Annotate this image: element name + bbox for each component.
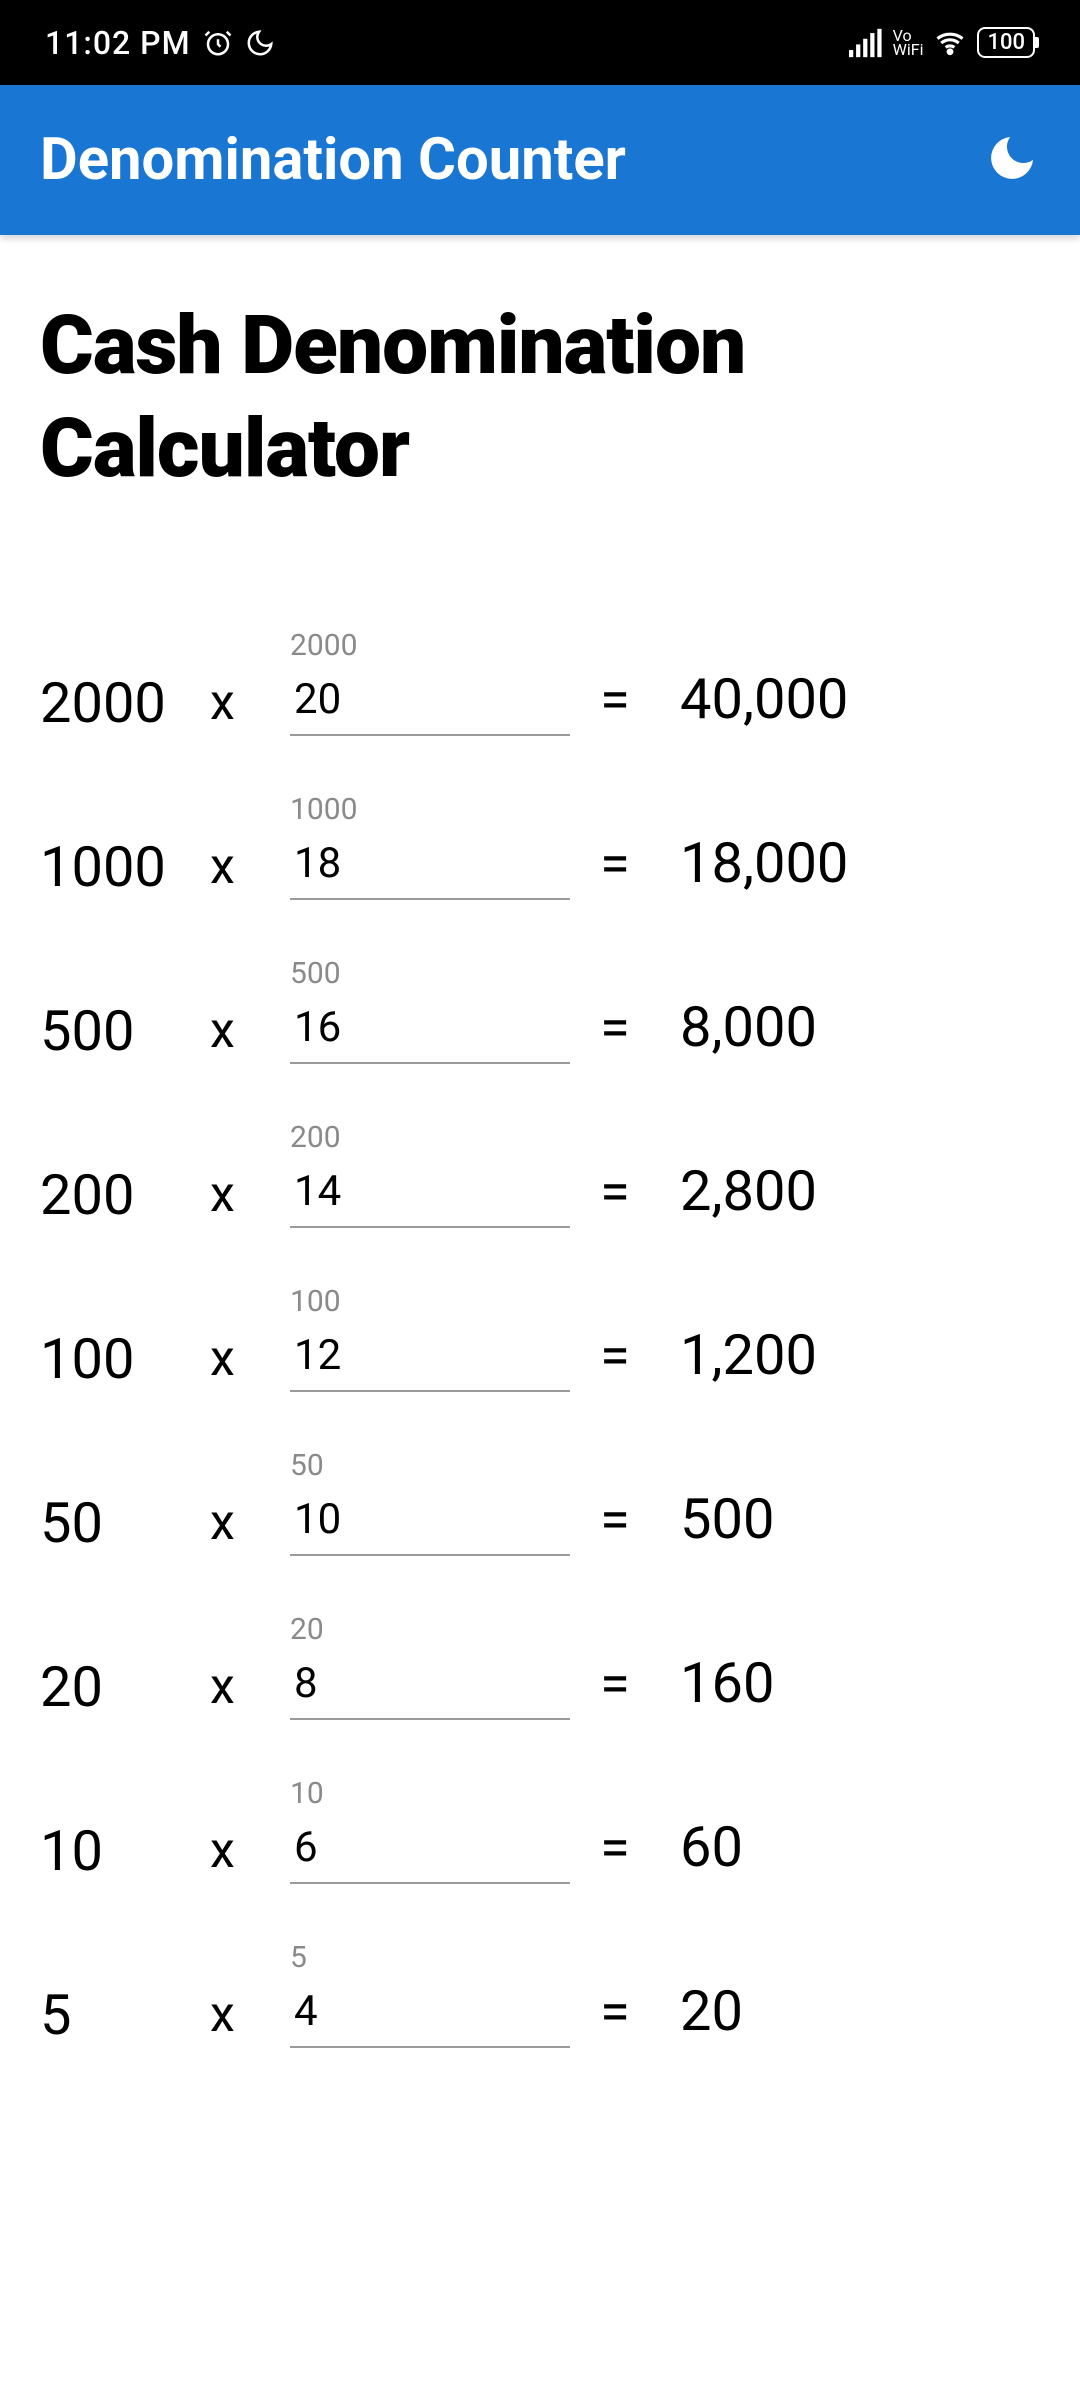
count-input-wrap: 500 <box>290 956 570 1064</box>
multiply-symbol: x <box>210 1494 280 1556</box>
signal-icon <box>849 28 883 58</box>
denomination-row: 200 x 200 = 2,800 <box>40 1092 1040 1256</box>
denomination-value: 20 <box>40 1654 200 1720</box>
equals-symbol: = <box>580 1161 650 1228</box>
count-input[interactable] <box>290 1817 570 1884</box>
denomination-value: 50 <box>40 1490 200 1556</box>
network-label: Vo WiFi <box>893 29 924 57</box>
equals-symbol: = <box>580 1489 650 1556</box>
do-not-disturb-icon <box>245 28 275 58</box>
count-input-wrap: 50 <box>290 1448 570 1556</box>
status-bar: 11:02 PM Vo WiFi 100 <box>0 0 1080 85</box>
count-input-label: 2000 <box>290 628 570 663</box>
denomination-row: 100 x 100 = 1,200 <box>40 1256 1040 1420</box>
page-title: Cash Denomination Calculator <box>40 295 1040 500</box>
equals-symbol: = <box>580 669 650 736</box>
multiply-symbol: x <box>210 1822 280 1884</box>
count-input[interactable] <box>290 997 570 1064</box>
denomination-row: 500 x 500 = 8,000 <box>40 928 1040 1092</box>
count-input-wrap: 100 <box>290 1284 570 1392</box>
multiply-symbol: x <box>210 1986 280 2048</box>
alarm-icon <box>203 28 233 58</box>
count-input-label: 5 <box>290 1940 570 1975</box>
count-input-wrap: 20 <box>290 1612 570 1720</box>
count-input-label: 20 <box>290 1612 570 1647</box>
count-input-label: 50 <box>290 1448 570 1483</box>
count-input[interactable] <box>290 833 570 900</box>
row-total: 40,000 <box>660 666 1040 736</box>
multiply-symbol: x <box>210 1330 280 1392</box>
count-input[interactable] <box>290 1489 570 1556</box>
app-bar: Denomination Counter <box>0 85 1080 235</box>
network-label-bottom: WiFi <box>893 43 924 57</box>
wifi-icon <box>933 28 967 58</box>
row-total: 8,000 <box>660 994 1040 1064</box>
equals-symbol: = <box>580 1325 650 1392</box>
count-input-label: 100 <box>290 1284 570 1319</box>
count-input[interactable] <box>290 669 570 736</box>
multiply-symbol: x <box>210 674 280 736</box>
multiply-symbol: x <box>210 1002 280 1064</box>
row-total: 60 <box>660 1814 1040 1884</box>
status-right: Vo WiFi 100 <box>849 27 1035 58</box>
row-total: 1,200 <box>660 1322 1040 1392</box>
row-total: 20 <box>660 1978 1040 2048</box>
moon-icon <box>984 171 1040 190</box>
count-input-wrap: 1000 <box>290 792 570 900</box>
multiply-symbol: x <box>210 1658 280 1720</box>
status-time: 11:02 PM <box>45 24 191 62</box>
denomination-value: 1000 <box>40 834 200 900</box>
app-title: Denomination Counter <box>40 126 626 194</box>
count-input-wrap: 2000 <box>290 628 570 736</box>
equals-symbol: = <box>580 997 650 1064</box>
count-input-label: 1000 <box>290 792 570 827</box>
count-input-wrap: 5 <box>290 1940 570 2048</box>
count-input-label: 10 <box>290 1776 570 1811</box>
denomination-row: 20 x 20 = 160 <box>40 1584 1040 1748</box>
equals-symbol: = <box>580 1981 650 2048</box>
count-input[interactable] <box>290 1981 570 2048</box>
count-input-wrap: 10 <box>290 1776 570 1884</box>
equals-symbol: = <box>580 1817 650 1884</box>
status-left: 11:02 PM <box>45 24 275 62</box>
denomination-value: 100 <box>40 1326 200 1392</box>
denomination-row: 10 x 10 = 60 <box>40 1748 1040 1912</box>
denomination-value: 500 <box>40 998 200 1064</box>
count-input-label: 200 <box>290 1120 570 1155</box>
count-input[interactable] <box>290 1653 570 1720</box>
denomination-rows: 2000 x 2000 = 40,000 1000 x 1000 = 18,00… <box>40 600 1040 2076</box>
denomination-row: 2000 x 2000 = 40,000 <box>40 600 1040 764</box>
denomination-value: 10 <box>40 1818 200 1884</box>
equals-symbol: = <box>580 833 650 900</box>
row-total: 160 <box>660 1650 1040 1720</box>
count-input[interactable] <box>290 1161 570 1228</box>
row-total: 2,800 <box>660 1158 1040 1228</box>
denomination-row: 1000 x 1000 = 18,000 <box>40 764 1040 928</box>
multiply-symbol: x <box>210 1166 280 1228</box>
denomination-value: 200 <box>40 1162 200 1228</box>
denomination-value: 5 <box>40 1982 200 2048</box>
theme-toggle-button[interactable] <box>984 130 1040 190</box>
row-total: 500 <box>660 1486 1040 1556</box>
row-total: 18,000 <box>660 830 1040 900</box>
count-input-label: 500 <box>290 956 570 991</box>
denomination-row: 5 x 5 = 20 <box>40 1912 1040 2076</box>
battery-indicator: 100 <box>977 27 1035 58</box>
denomination-value: 2000 <box>40 670 200 736</box>
main-content: Cash Denomination Calculator 2000 x 2000… <box>0 235 1080 2076</box>
count-input-wrap: 200 <box>290 1120 570 1228</box>
denomination-row: 50 x 50 = 500 <box>40 1420 1040 1584</box>
equals-symbol: = <box>580 1653 650 1720</box>
multiply-symbol: x <box>210 838 280 900</box>
count-input[interactable] <box>290 1325 570 1392</box>
